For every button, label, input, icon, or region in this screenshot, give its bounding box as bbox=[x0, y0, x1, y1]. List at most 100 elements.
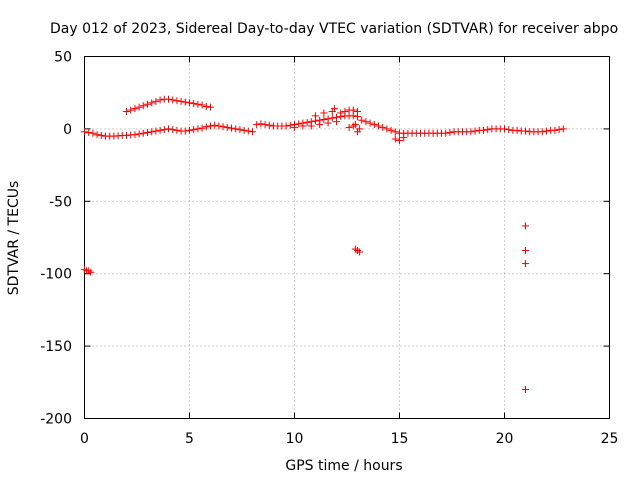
data-point-main_band bbox=[249, 128, 256, 136]
data-point-main_band bbox=[144, 129, 151, 137]
x-tick-label: 15 bbox=[391, 431, 409, 447]
data-point-spread_band bbox=[307, 122, 315, 130]
data-point-spread_band bbox=[291, 123, 298, 131]
data-point-upper_arc bbox=[169, 96, 177, 104]
data-point-outliers bbox=[522, 260, 529, 268]
data-point-main_band bbox=[202, 123, 210, 131]
data-point-main_band bbox=[467, 128, 475, 136]
x-tick-label: 10 bbox=[286, 431, 304, 447]
data-point-main_band bbox=[484, 126, 492, 134]
x-tick-label: 20 bbox=[496, 431, 514, 447]
data-point-main_band bbox=[169, 126, 177, 134]
data-point-main_band bbox=[559, 125, 567, 133]
data-point-main_band bbox=[362, 118, 370, 126]
data-point-upper_arc bbox=[165, 95, 172, 103]
data-point-upper_arc bbox=[156, 96, 164, 104]
y-tick-label: 0 bbox=[63, 122, 72, 138]
data-point-spread_band bbox=[341, 108, 349, 116]
data-point-main_band bbox=[391, 128, 399, 136]
data-point-spread_band bbox=[354, 128, 361, 136]
data-point-main_band bbox=[81, 128, 88, 136]
data-point-main_band bbox=[165, 125, 172, 133]
axis-ticks: 0 5 10 15 20 25 50 0 -50 -100 -150 -200 bbox=[40, 50, 618, 448]
x-tick-label: 5 bbox=[185, 431, 194, 447]
data-point-main_band bbox=[370, 121, 378, 129]
y-tick-label: -50 bbox=[49, 194, 72, 210]
data-point-main_band bbox=[85, 129, 93, 137]
data-point-main_band bbox=[366, 119, 374, 127]
data-point-upper_arc bbox=[181, 98, 189, 106]
data-point-main_band bbox=[253, 121, 261, 129]
data-point-main_band bbox=[131, 131, 139, 139]
data-point-main_band bbox=[173, 126, 181, 134]
data-point-outliers bbox=[87, 268, 95, 276]
y-tick-label: -200 bbox=[40, 412, 72, 428]
data-point-main_band bbox=[228, 124, 235, 132]
grid-lines bbox=[84, 56, 610, 419]
data-point-main_band bbox=[194, 125, 202, 133]
data-point-spread_band bbox=[391, 135, 399, 143]
data-point-upper_arc bbox=[152, 97, 160, 105]
data-point-spread_band bbox=[349, 122, 357, 130]
chart-title: Day 012 of 2023, Sidereal Day-to-day VTE… bbox=[50, 21, 618, 37]
data-point-main_band bbox=[232, 125, 240, 133]
data-point-main_band bbox=[215, 122, 223, 130]
x-axis-label: GPS time / hours bbox=[285, 458, 402, 474]
data-point-main_band bbox=[543, 127, 550, 135]
data-point-upper_arc bbox=[139, 102, 147, 110]
data-point-main_band bbox=[223, 123, 231, 131]
data-point-spread_band bbox=[320, 109, 328, 117]
data-point-main_band bbox=[186, 126, 193, 134]
data-point-upper_arc bbox=[202, 102, 210, 110]
data-point-main_band bbox=[89, 129, 97, 137]
data-point-upper_arc bbox=[173, 97, 181, 105]
data-point-main_band bbox=[471, 127, 479, 135]
data-point-main_band bbox=[93, 131, 101, 139]
data-point-spread_band bbox=[312, 112, 319, 120]
data-point-main_band bbox=[190, 126, 198, 134]
data-point-main_band bbox=[244, 127, 252, 135]
data-point-main_band bbox=[265, 121, 273, 129]
data-point-main_band bbox=[295, 120, 303, 128]
data-point-main_band bbox=[383, 125, 391, 133]
data-point-outliers bbox=[522, 386, 529, 394]
data-point-main_band bbox=[320, 115, 328, 123]
data-point-upper_arc bbox=[198, 101, 206, 109]
y-axis-label: SDTVAR / TECUs bbox=[6, 181, 22, 296]
data-point-spread_band bbox=[330, 105, 338, 113]
data-points bbox=[81, 95, 567, 394]
data-point-main_band bbox=[303, 118, 311, 126]
data-point-main_band bbox=[207, 122, 214, 130]
data-point-main_band bbox=[522, 127, 529, 135]
data-point-upper_arc bbox=[207, 103, 214, 111]
data-point-upper_arc bbox=[186, 99, 193, 107]
data-point-spread_band bbox=[299, 122, 307, 130]
plot-frame bbox=[84, 56, 610, 419]
data-point-main_band bbox=[181, 127, 189, 135]
data-point-main_band bbox=[236, 126, 244, 134]
data-point-spread_band bbox=[316, 121, 324, 129]
data-point-outliers bbox=[356, 248, 364, 256]
data-point-main_band bbox=[555, 126, 563, 134]
data-point-main_band bbox=[505, 126, 513, 134]
data-point-main_band bbox=[97, 131, 105, 139]
data-point-main_band bbox=[442, 129, 450, 137]
data-point-upper_arc bbox=[144, 100, 151, 108]
data-point-main_band bbox=[211, 121, 219, 129]
y-tick-label: 50 bbox=[54, 50, 72, 66]
data-point-spread_band bbox=[349, 106, 357, 114]
data-point-main_band bbox=[286, 121, 294, 129]
data-point-upper_arc bbox=[177, 97, 185, 105]
data-point-spread_band bbox=[345, 123, 353, 131]
data-point-upper_arc bbox=[190, 100, 198, 108]
data-point-main_band bbox=[257, 120, 265, 128]
data-point-main_band bbox=[379, 123, 387, 131]
data-point-main_band bbox=[135, 130, 143, 138]
data-point-spread_band bbox=[400, 134, 408, 142]
data-point-upper_arc bbox=[194, 100, 202, 108]
data-point-main_band bbox=[198, 124, 206, 132]
data-point-outliers bbox=[522, 247, 529, 255]
data-point-upper_arc bbox=[135, 103, 143, 111]
data-point-main_band bbox=[148, 128, 156, 136]
